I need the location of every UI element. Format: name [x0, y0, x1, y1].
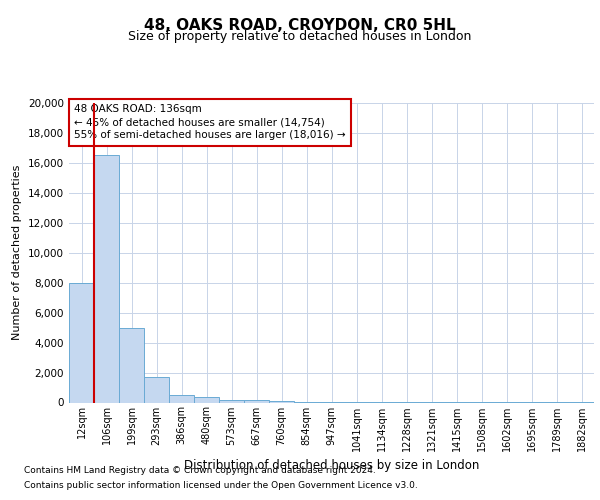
Y-axis label: Number of detached properties: Number of detached properties: [13, 165, 22, 340]
Bar: [169, 395, 194, 402]
Bar: [219, 400, 244, 402]
Bar: [194, 397, 219, 402]
Bar: [119, 328, 144, 402]
Text: Contains HM Land Registry data © Crown copyright and database right 2024.: Contains HM Land Registry data © Crown c…: [24, 466, 376, 475]
Text: Contains public sector information licensed under the Open Government Licence v3: Contains public sector information licen…: [24, 481, 418, 490]
X-axis label: Distribution of detached houses by size in London: Distribution of detached houses by size …: [184, 459, 479, 472]
Bar: [69, 282, 94, 403]
Bar: [144, 377, 169, 402]
Bar: [244, 400, 269, 402]
Bar: [94, 155, 119, 402]
Text: 48 OAKS ROAD: 136sqm
← 45% of detached houses are smaller (14,754)
55% of semi-d: 48 OAKS ROAD: 136sqm ← 45% of detached h…: [74, 104, 346, 141]
Bar: [269, 401, 294, 402]
Text: Size of property relative to detached houses in London: Size of property relative to detached ho…: [128, 30, 472, 43]
Text: 48, OAKS ROAD, CROYDON, CR0 5HL: 48, OAKS ROAD, CROYDON, CR0 5HL: [144, 18, 456, 32]
